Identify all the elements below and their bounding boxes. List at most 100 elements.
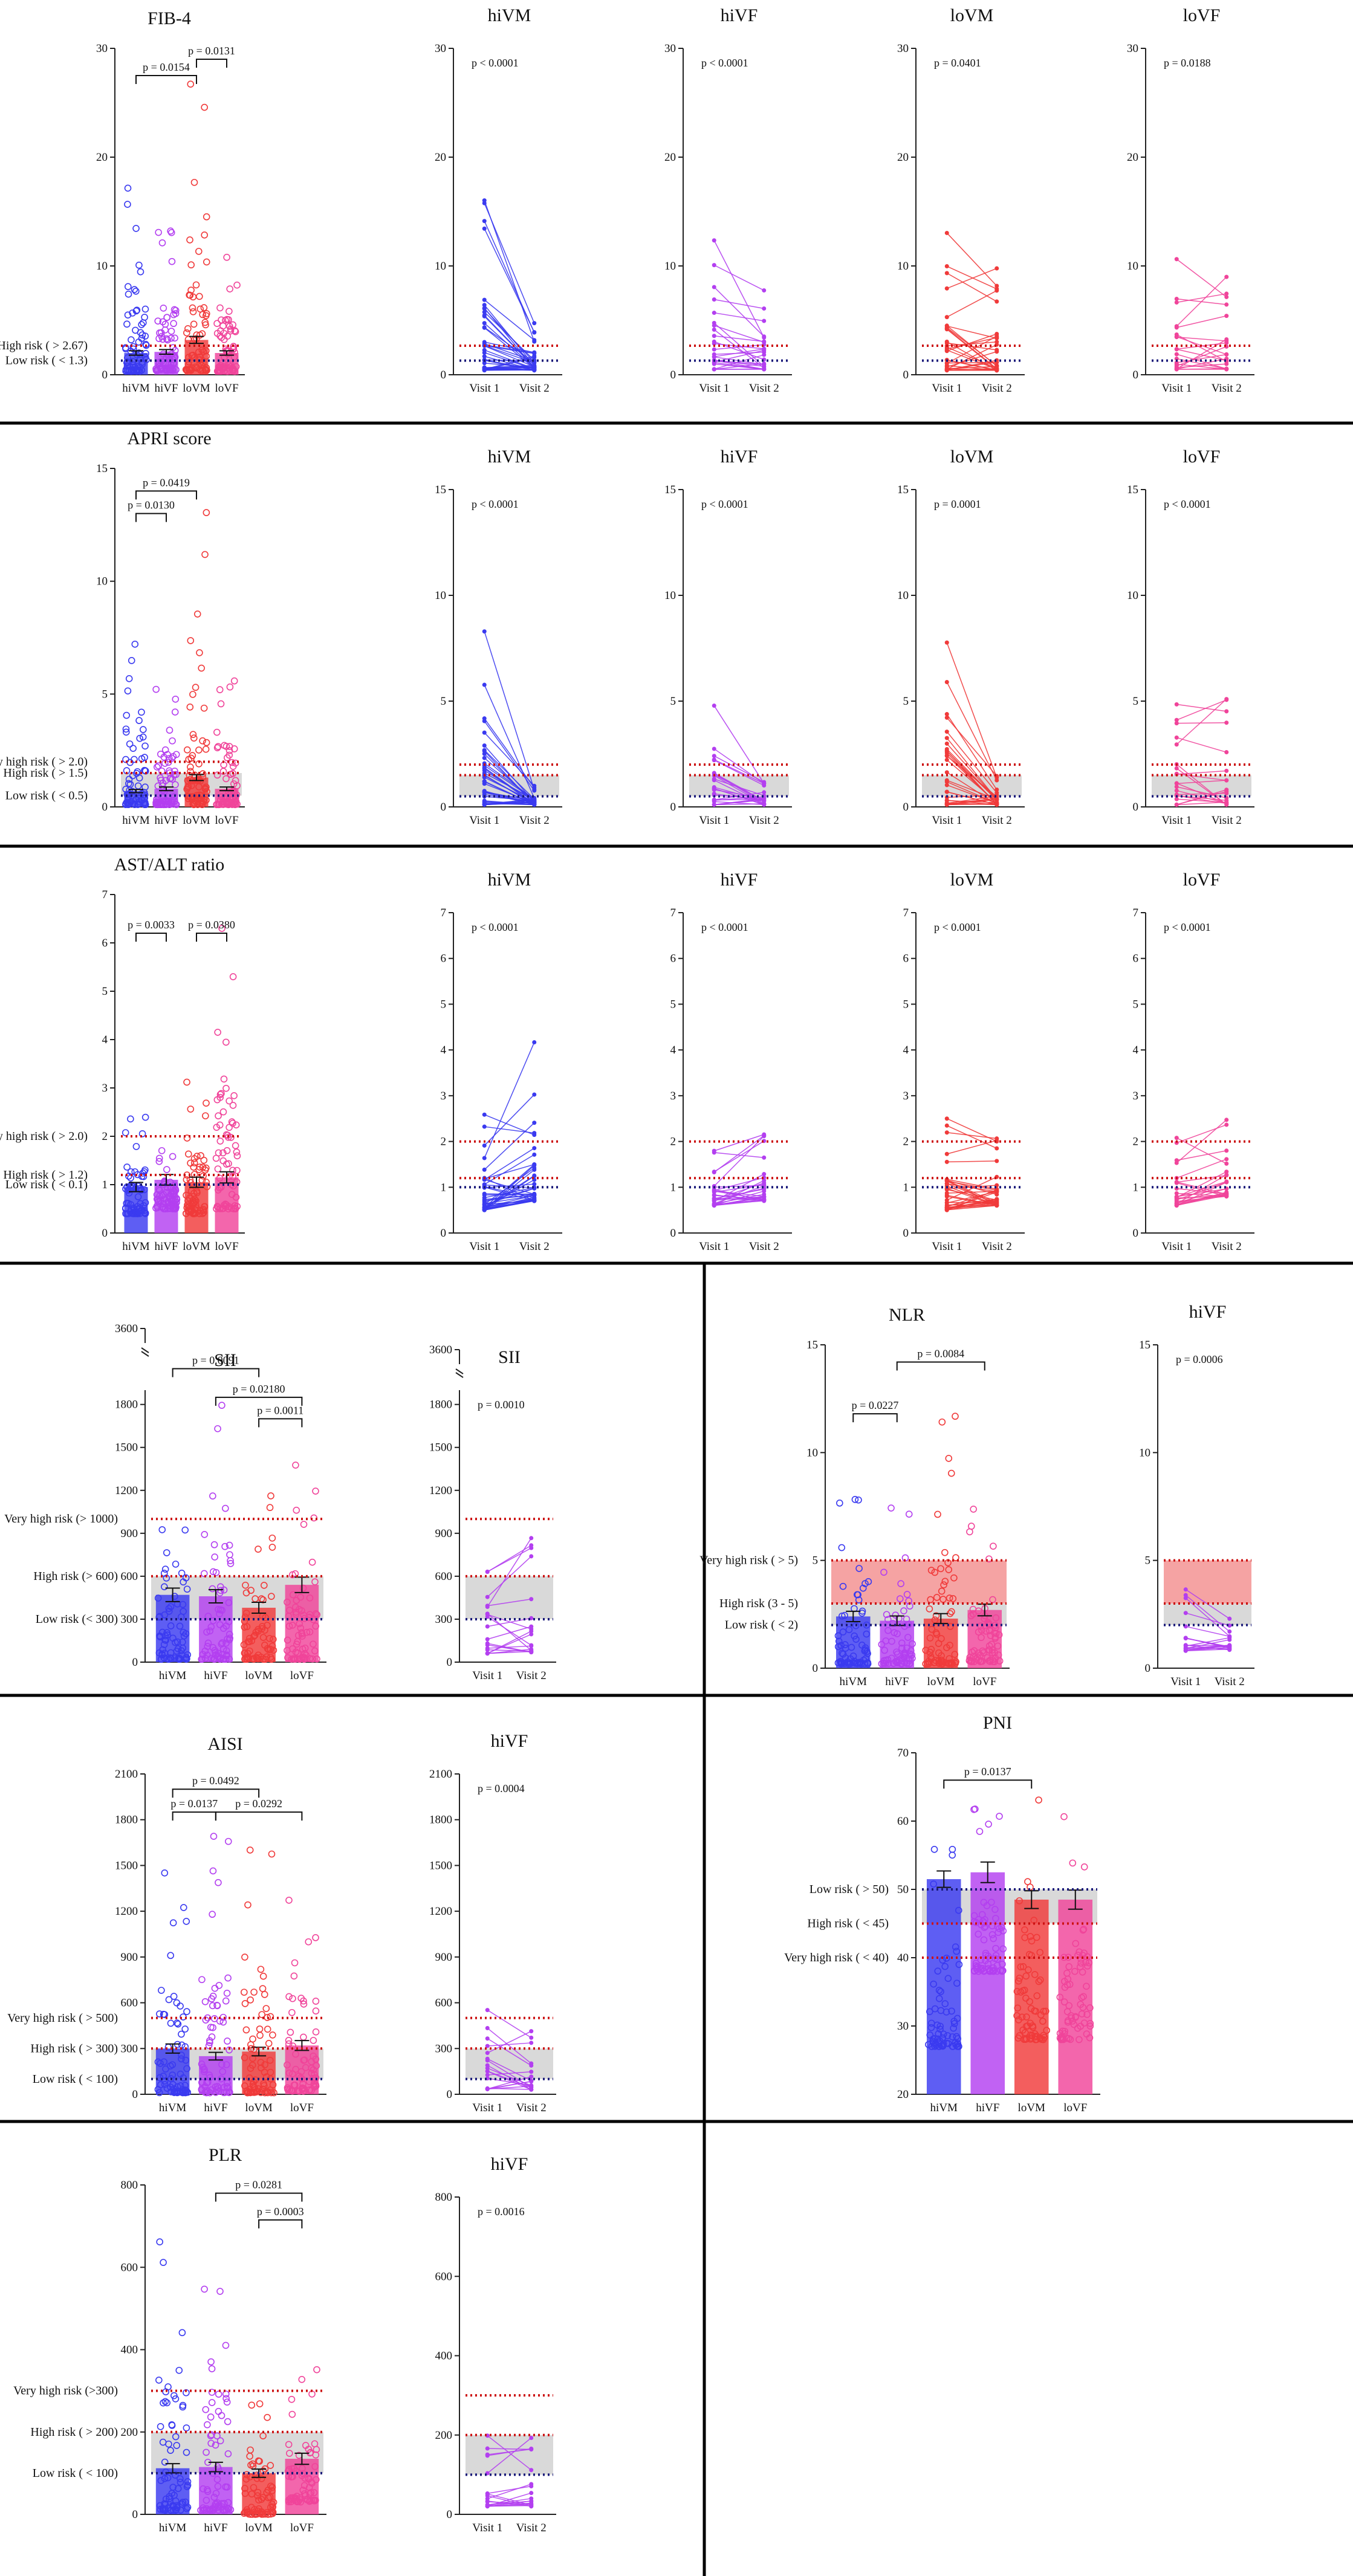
- y-tick-label: 600: [435, 1570, 453, 1583]
- data-point: [1022, 1995, 1030, 2002]
- data-point: [195, 775, 203, 783]
- reference-label: Low risk ( < 100): [33, 2073, 118, 2086]
- data-point: [485, 2502, 490, 2507]
- paired-line: [487, 1626, 531, 1640]
- data-point: [197, 1152, 204, 1159]
- data-point: [999, 1927, 1007, 1935]
- data-point: [1056, 1993, 1064, 2001]
- y-tick-label: 5: [670, 695, 676, 708]
- data-point: [169, 1205, 177, 1212]
- data-point: [299, 1633, 306, 1640]
- data-point: [248, 2401, 256, 2409]
- data-point: [292, 2467, 300, 2475]
- data-point: [132, 326, 139, 334]
- data-point: [163, 2399, 171, 2407]
- data-point: [220, 1075, 228, 1083]
- paired-line: [487, 1614, 531, 1629]
- data-point: [927, 1567, 935, 1574]
- data-point: [204, 1639, 212, 1647]
- data-point: [219, 2018, 227, 2026]
- data-point: [184, 784, 191, 792]
- data-point: [1021, 1926, 1028, 1934]
- paired-line: [947, 1132, 997, 1139]
- x-category-label: hiVF: [885, 1675, 909, 1688]
- data-point: [836, 1500, 843, 1507]
- y-tick-label: 200: [121, 2426, 138, 2439]
- data-point: [985, 1555, 993, 1563]
- data-point: [762, 790, 767, 795]
- data-point: [1174, 785, 1179, 789]
- data-point: [208, 2389, 216, 2396]
- data-point: [138, 1206, 146, 1214]
- data-point: [156, 2238, 163, 2245]
- paired-line: [713, 1136, 765, 1187]
- data-point: [224, 2418, 232, 2426]
- data-point: [142, 340, 149, 348]
- data-point: [931, 1659, 938, 1666]
- data-point: [216, 1091, 224, 1098]
- y-tick-label: 2: [441, 1136, 447, 1148]
- data-point: [250, 2046, 258, 2053]
- data-point: [482, 1112, 487, 1117]
- data-point: [951, 2020, 958, 2027]
- data-point: [222, 2341, 230, 2349]
- data-point: [247, 2461, 255, 2469]
- y-tick-label: 10: [664, 589, 676, 602]
- data-point: [887, 1504, 895, 1512]
- data-point: [215, 2390, 222, 2398]
- data-point: [482, 348, 487, 352]
- data-point: [1224, 750, 1229, 755]
- p-value-label: p = 0.0401: [934, 57, 981, 69]
- data-point: [949, 1851, 956, 1859]
- y-tick-label: 5: [1145, 1555, 1151, 1567]
- data-point: [300, 1654, 308, 1662]
- data-point: [169, 1153, 177, 1160]
- data-point: [225, 1173, 233, 1180]
- data-point: [155, 2089, 163, 2097]
- data-point: [485, 2496, 490, 2501]
- y-tick-label: 10: [897, 589, 909, 602]
- data-point: [157, 2505, 164, 2513]
- data-point: [155, 762, 162, 769]
- data-point: [292, 1461, 299, 1469]
- data-point: [944, 778, 949, 783]
- data-point: [1174, 1203, 1179, 1208]
- data-point: [292, 2050, 299, 2058]
- data-point: [851, 1496, 859, 1503]
- data-point: [229, 769, 237, 777]
- data-point: [220, 2089, 228, 2097]
- data-point: [189, 304, 196, 312]
- y-tick-label: 0: [132, 2088, 138, 2101]
- data-point: [171, 1593, 178, 1600]
- data-point: [219, 2068, 227, 2076]
- data-point: [136, 734, 143, 742]
- data-point: [157, 777, 165, 784]
- data-point: [253, 2510, 261, 2518]
- y-tick-label: 5: [102, 985, 108, 998]
- data-point: [212, 2441, 219, 2449]
- data-point: [994, 364, 999, 369]
- reference-label: Low risk ( < 2): [725, 1619, 798, 1632]
- data-point: [955, 1906, 962, 1914]
- x-category-label: loVF: [290, 1669, 314, 1682]
- data-point: [200, 2504, 207, 2512]
- data-point: [203, 213, 210, 221]
- data-point: [222, 775, 230, 783]
- data-point: [999, 1945, 1007, 1953]
- data-point: [241, 2490, 249, 2497]
- panel-separators: [0, 421, 1353, 2576]
- data-point: [1084, 1962, 1091, 1970]
- p-value-label: p = 0.0130: [128, 499, 175, 511]
- data-point: [291, 1655, 299, 1663]
- y-tick-label: 4: [102, 1034, 108, 1046]
- data-point: [950, 2024, 957, 2032]
- paired-line: [1176, 795, 1227, 804]
- y-tick-label: 1500: [115, 1859, 138, 1872]
- data-point: [532, 802, 537, 807]
- data-point: [200, 1156, 208, 1164]
- p-value-label: p < 0.0001: [1164, 921, 1211, 933]
- data-point: [529, 2504, 534, 2509]
- paired-line: [947, 797, 997, 805]
- data-point: [204, 1613, 212, 1620]
- y-tick-label: 1500: [429, 1859, 452, 1872]
